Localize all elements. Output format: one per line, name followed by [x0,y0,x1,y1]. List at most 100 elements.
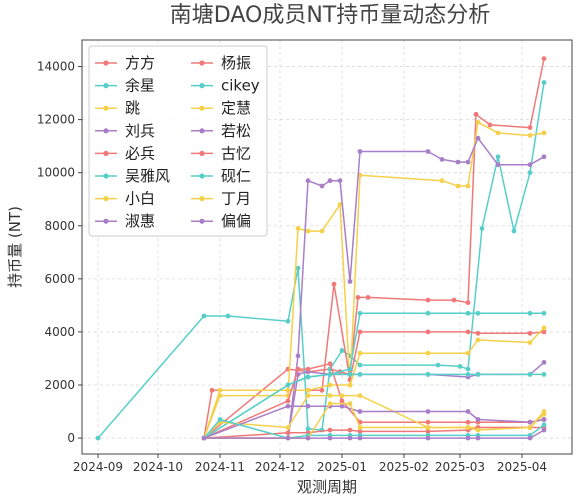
legend-swatch-marker [199,83,205,89]
data-point [347,427,353,433]
data-point [337,202,343,207]
x-tick-label: 2024-09 [73,460,123,474]
data-point [541,427,547,433]
data-point [465,372,471,377]
data-point [295,226,301,231]
data-point [425,372,431,377]
data-point [95,435,101,441]
data-point [425,419,431,425]
data-point [475,435,481,441]
legend-item: 必兵 [95,144,155,162]
data-point [451,297,457,303]
data-point [217,417,223,422]
y-axis-label: 持币量 (NT) [6,206,24,288]
legend-swatch-marker [103,60,109,66]
legend-item: 偏偏 [191,212,251,230]
legend-item: 跳 [95,99,140,117]
data-point [527,340,533,345]
data-point [305,228,311,234]
data-point [465,300,471,306]
series-layer [95,56,547,441]
legend-item: 吴雅风 [95,167,170,185]
series-line [203,363,545,439]
data-point [339,403,345,409]
legend-swatch-marker [199,196,205,202]
legend-item: 若松 [191,122,251,140]
y-tick-label: 2000 [44,378,75,392]
data-point [285,318,291,324]
legend-item: 方方 [95,54,155,72]
x-tick-label: 2024-10 [133,460,183,474]
data-point [285,398,291,404]
data-point [425,329,431,335]
series-16 [201,427,547,441]
data-point [347,382,353,388]
data-point [357,435,363,441]
data-point [347,435,353,441]
x-tick-label: 2025-01 [317,460,367,474]
axis-ticks: 2024-09 2024-10 2024-11 2024-12 2025-01 2025-… [37,60,547,474]
legend-label: 定慧 [221,99,251,117]
legend-swatch-marker [103,173,109,179]
data-point [541,310,547,316]
data-point [465,329,471,335]
data-point [305,387,311,393]
data-point [201,313,207,319]
data-point [465,419,471,425]
data-point [425,425,431,430]
data-point [439,178,445,184]
data-point [337,178,343,184]
legend-box [88,45,268,237]
data-point [439,157,445,162]
series-line [203,121,545,439]
data-point [357,393,363,398]
series-10 [201,372,547,441]
data-point [339,393,345,398]
series-7 [201,325,547,441]
data-point [319,183,325,189]
data-point [465,409,471,414]
data-point [435,362,441,368]
data-point [527,419,533,425]
data-point [425,429,431,434]
data-point [327,427,333,433]
data-point [465,425,471,430]
data-point [425,297,431,303]
data-point [479,226,485,231]
data-point [285,382,291,388]
data-point [357,429,363,434]
data-point [473,111,479,117]
data-point [365,295,371,300]
data-point [527,310,533,316]
data-point [295,353,301,359]
data-point [465,183,471,189]
x-tick-label: 2024-12 [255,460,305,474]
data-point [355,295,361,300]
data-point [285,430,291,436]
data-point [305,178,311,184]
legend-label: 跳 [125,99,140,117]
data-point [225,313,231,319]
legend-label: 余星 [125,77,155,95]
data-point [465,159,471,165]
data-point [331,281,337,287]
data-point [475,372,481,377]
legend-swatch-marker [103,150,109,156]
legend-label: 小白 [125,190,155,208]
data-point [455,183,461,189]
data-point [541,329,547,335]
legend-label: 必兵 [125,144,155,162]
legend-label: 丁月 [221,190,251,208]
data-point [527,372,533,377]
data-point [327,361,333,367]
data-point [339,348,345,353]
data-point [305,426,311,432]
data-point [285,435,291,441]
data-point [285,403,291,409]
data-point [495,162,501,168]
series-line [203,327,545,439]
data-point [327,435,333,441]
data-point [357,425,363,430]
legend-item: 小白 [95,190,155,208]
